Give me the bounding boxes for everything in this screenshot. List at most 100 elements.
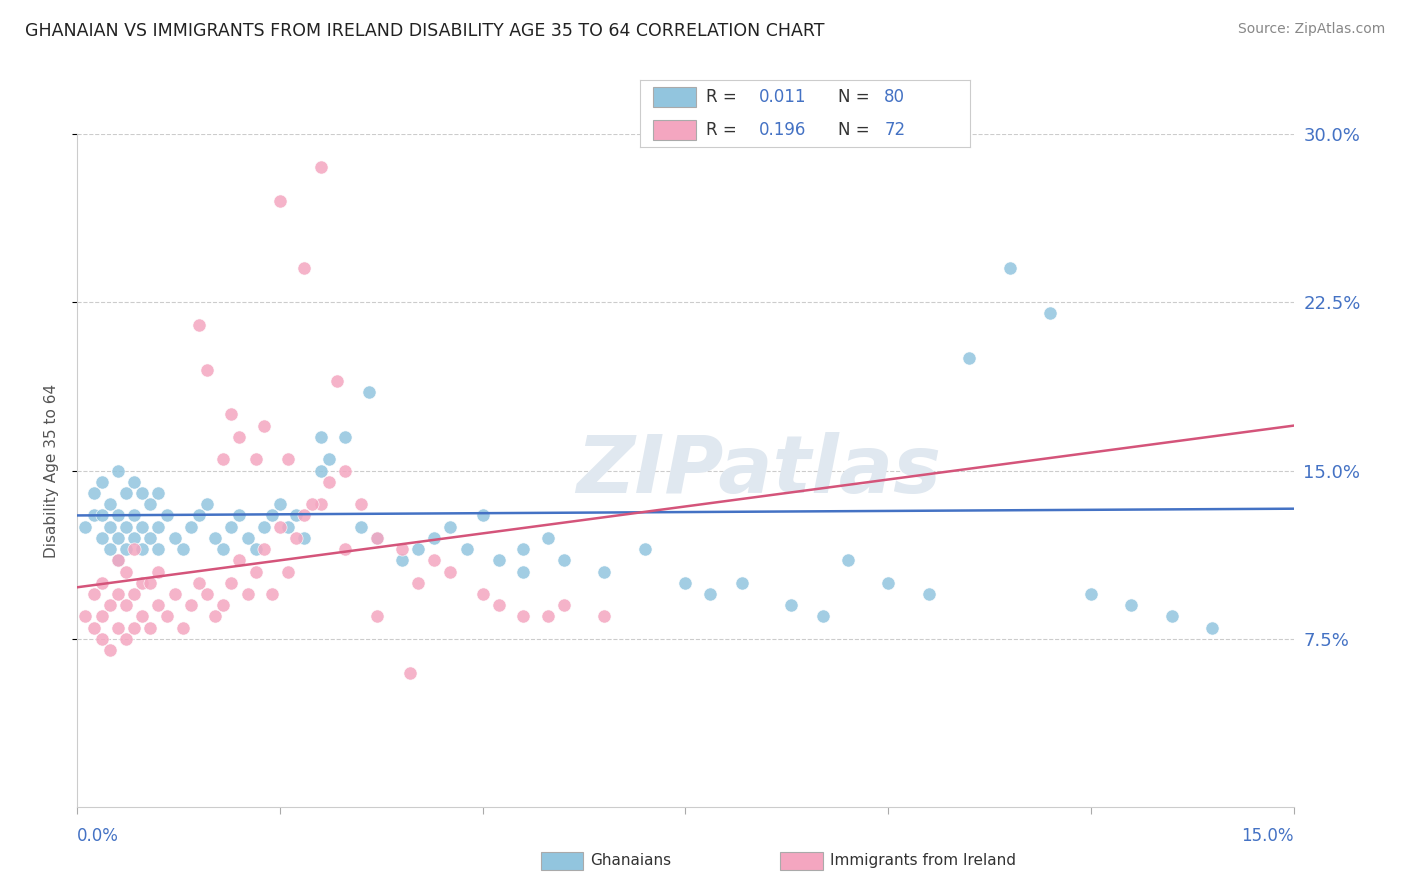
- Point: [107, 508, 129, 523]
- Text: Immigrants from Ireland: Immigrants from Ireland: [830, 854, 1015, 868]
- Point: [98, 542, 121, 557]
- Point: [228, 553, 250, 567]
- Point: [359, 384, 381, 399]
- Point: [957, 351, 980, 366]
- Point: [195, 587, 218, 601]
- Point: [553, 553, 575, 567]
- Point: [423, 553, 446, 567]
- Text: N =: N =: [838, 88, 875, 106]
- Point: [366, 531, 388, 545]
- Point: [221, 519, 243, 533]
- Point: [98, 519, 121, 533]
- Text: 0.196: 0.196: [759, 121, 806, 139]
- Point: [90, 609, 112, 624]
- Point: [488, 599, 510, 613]
- Point: [131, 609, 153, 624]
- Point: [115, 632, 138, 646]
- Point: [122, 621, 145, 635]
- Point: [260, 587, 283, 601]
- Point: [439, 565, 461, 579]
- Point: [172, 621, 194, 635]
- Point: [155, 508, 177, 523]
- Point: [837, 553, 859, 567]
- Point: [245, 565, 267, 579]
- Point: [107, 587, 129, 601]
- Point: [115, 519, 138, 533]
- Point: [204, 609, 226, 624]
- Point: [406, 575, 429, 590]
- Point: [512, 542, 534, 557]
- Point: [98, 643, 121, 657]
- Text: Ghanaians: Ghanaians: [591, 854, 672, 868]
- Point: [813, 609, 835, 624]
- Point: [471, 508, 494, 523]
- Point: [512, 609, 534, 624]
- Point: [122, 587, 145, 601]
- Point: [139, 621, 162, 635]
- Point: [1039, 306, 1062, 320]
- Point: [98, 599, 121, 613]
- Point: [115, 542, 138, 557]
- Point: [553, 599, 575, 613]
- Point: [115, 599, 138, 613]
- Point: [699, 587, 721, 601]
- Point: [148, 486, 170, 500]
- Point: [172, 542, 194, 557]
- Point: [155, 609, 177, 624]
- Point: [1161, 609, 1184, 624]
- Point: [779, 599, 801, 613]
- Point: [188, 508, 211, 523]
- Point: [309, 430, 332, 444]
- Point: [260, 508, 283, 523]
- Point: [139, 497, 162, 511]
- Point: [195, 497, 218, 511]
- Point: [148, 519, 170, 533]
- Point: [90, 632, 112, 646]
- Point: [593, 609, 616, 624]
- Point: [131, 519, 153, 533]
- Text: GHANAIAN VS IMMIGRANTS FROM IRELAND DISABILITY AGE 35 TO 64 CORRELATION CHART: GHANAIAN VS IMMIGRANTS FROM IRELAND DISA…: [25, 22, 825, 40]
- Point: [131, 542, 153, 557]
- Point: [221, 575, 243, 590]
- Text: 0.011: 0.011: [759, 88, 806, 106]
- Bar: [652, 87, 696, 107]
- Point: [269, 519, 291, 533]
- Point: [245, 542, 267, 557]
- Point: [333, 430, 356, 444]
- Point: [180, 599, 202, 613]
- Point: [292, 508, 315, 523]
- Point: [456, 542, 478, 557]
- Point: [536, 609, 558, 624]
- Point: [1080, 587, 1102, 601]
- Point: [309, 464, 332, 478]
- Point: [180, 519, 202, 533]
- Point: [406, 542, 429, 557]
- Point: [83, 486, 105, 500]
- Text: 72: 72: [884, 121, 905, 139]
- Point: [318, 475, 340, 489]
- Point: [107, 464, 129, 478]
- Point: [131, 575, 153, 590]
- Point: [333, 542, 356, 557]
- Point: [326, 374, 349, 388]
- Point: [877, 575, 900, 590]
- Point: [253, 519, 276, 533]
- Point: [75, 519, 97, 533]
- Point: [228, 430, 250, 444]
- Point: [139, 575, 162, 590]
- Point: [188, 318, 211, 332]
- Point: [439, 519, 461, 533]
- Point: [115, 565, 138, 579]
- Point: [488, 553, 510, 567]
- Point: [83, 587, 105, 601]
- Point: [593, 565, 616, 579]
- Point: [122, 475, 145, 489]
- Point: [212, 599, 235, 613]
- Point: [512, 565, 534, 579]
- Point: [277, 565, 299, 579]
- Point: [221, 408, 243, 422]
- Point: [391, 553, 413, 567]
- Point: [277, 452, 299, 467]
- Point: [107, 621, 129, 635]
- Point: [75, 609, 97, 624]
